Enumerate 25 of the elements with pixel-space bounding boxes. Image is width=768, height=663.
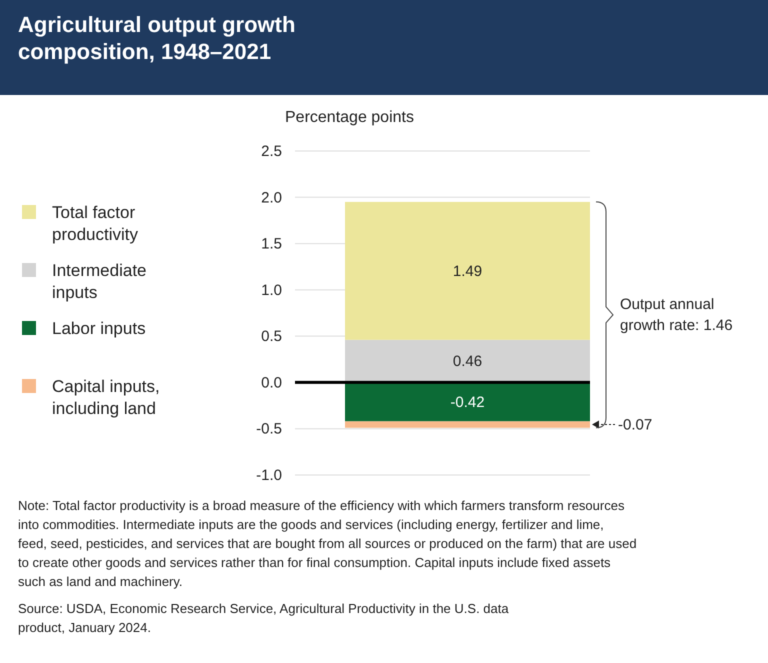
- bar: [345, 421, 590, 428]
- text: Note: Total factor productivity is a broad measure of the efficiency with which farmers transform resources into commodities. Intermediate inputs are the goods and services (including energy, fertilizer and lime, feed, seed, pesticides, and services that are bought from all sources or produced on the farm) that are used to create other goods and services rather than for final consumption. Capital inputs include fixed assets such as land and machinery.: [18, 498, 637, 589]
- y-tick-label: -1.0: [256, 467, 282, 484]
- y-tick-label: 2.5: [261, 143, 282, 160]
- data-label: 1.49: [452, 262, 482, 280]
- y-tick-label: 1.5: [261, 236, 282, 253]
- y-tick-label: 0.0: [261, 374, 282, 392]
- data-label: -0.07: [618, 416, 652, 434]
- data-label: -0.42: [450, 394, 485, 411]
- bar: [345, 340, 590, 382]
- legend-label: Intermediate inputs: [52, 261, 146, 302]
- text: Output annual growth rate: 1.46: [620, 296, 733, 334]
- source-note: Source: USDA, Economic Research Service, Agricultural Productivity in the U.S. data product, January 2024.: [18, 601, 510, 635]
- y-tick-label: 2.0: [261, 189, 282, 206]
- legend-label: Total factor productivity: [52, 203, 138, 244]
- y-tick-label: 0.5: [261, 328, 282, 346]
- legend-label: Capital inputs, including land: [52, 377, 160, 418]
- chart-title: Agricultural output growth composition, 1948–2021: [18, 12, 296, 64]
- data-label: 0.46: [452, 353, 482, 370]
- y-axis-title: Percentage points: [285, 109, 414, 126]
- legend-label: Labor inputs: [52, 319, 146, 338]
- y-tick-label: 1.0: [261, 282, 282, 299]
- bar: [345, 382, 590, 422]
- y-tick-label: -0.5: [256, 420, 282, 438]
- bar: [345, 202, 590, 340]
